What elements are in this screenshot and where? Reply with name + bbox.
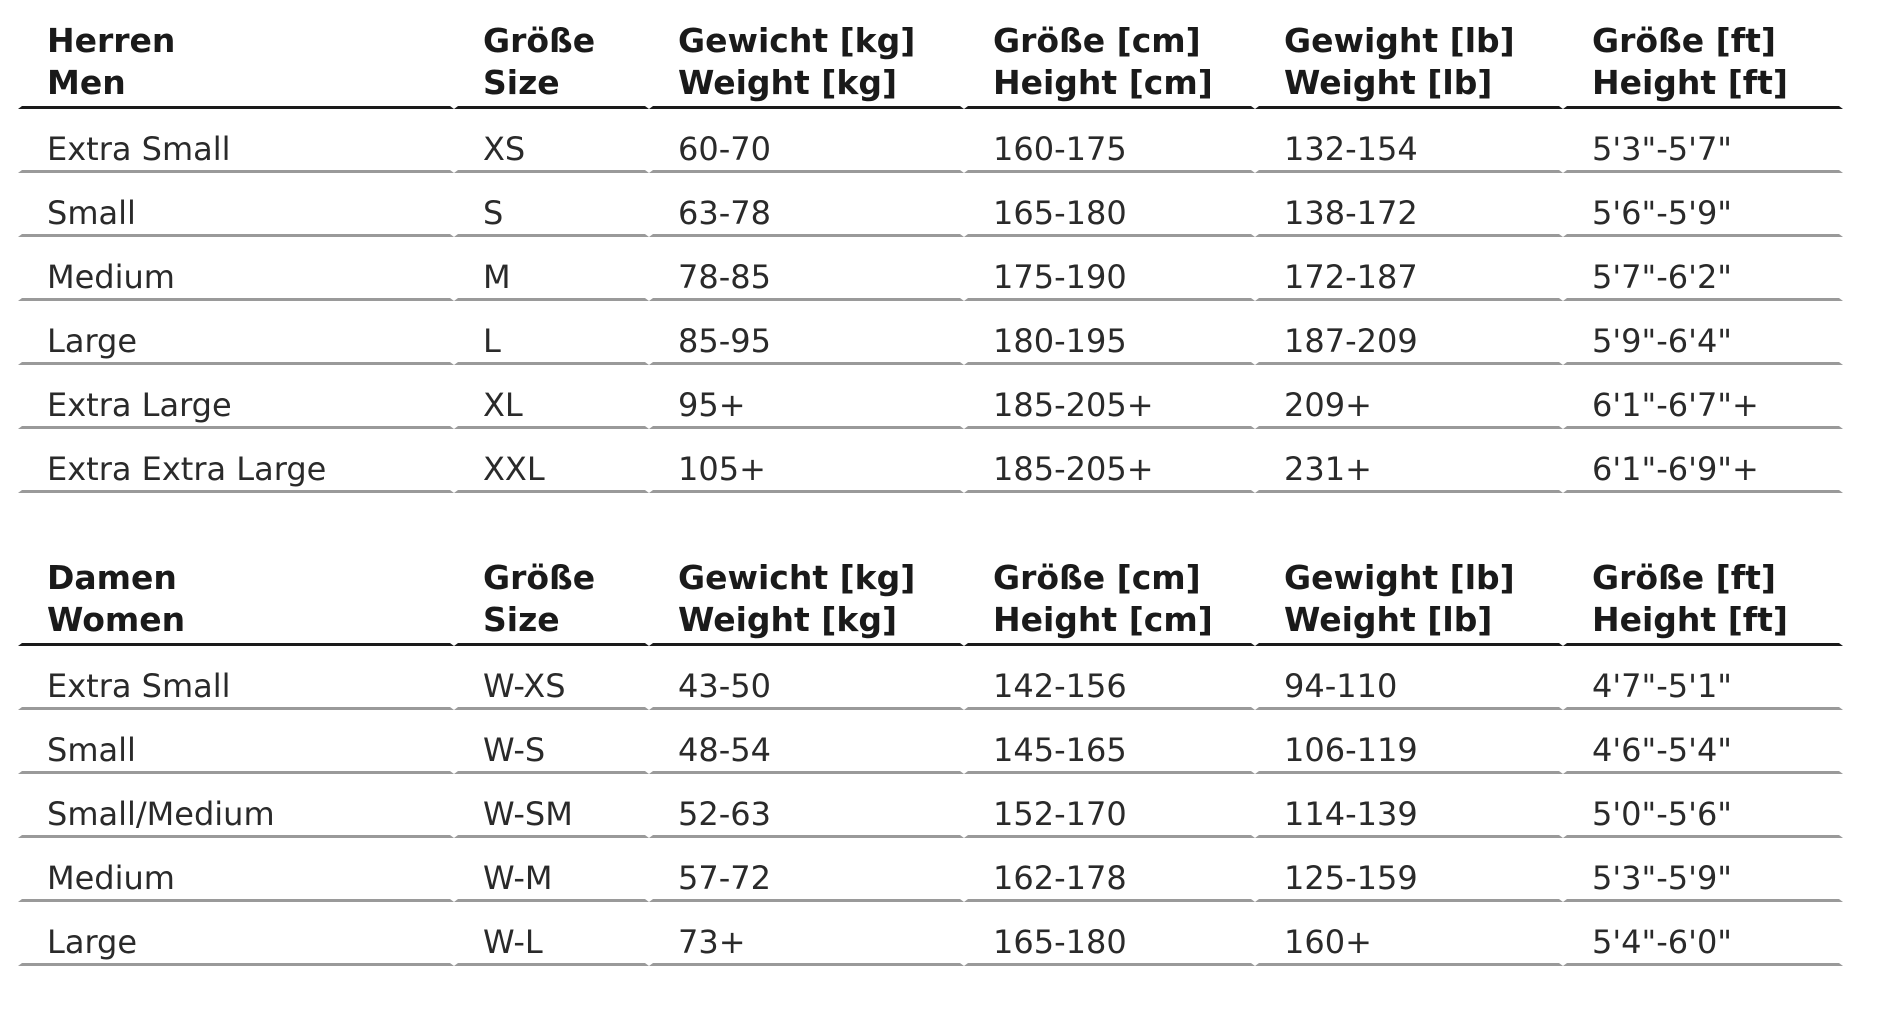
category-cell: Large xyxy=(18,301,454,365)
women-size-table: Damen Women Größe Size Gewicht [kg] Weight … xyxy=(18,557,1843,966)
size-cell: W-S xyxy=(454,710,649,774)
table-row: Small W-S 48-54 145-165 106-119 4'6"-5'4… xyxy=(18,710,1843,774)
height-ft-cell: 6'1"-6'7"+ xyxy=(1563,365,1843,429)
height-cm-cell: 162-178 xyxy=(964,838,1255,902)
category-cell: Extra Small xyxy=(18,109,454,173)
category-cell: Small xyxy=(18,173,454,237)
height-cm-cell: 152-170 xyxy=(964,774,1255,838)
height-cm-cell: 185-205+ xyxy=(964,429,1255,493)
weight-lb-cell: 160+ xyxy=(1255,902,1563,966)
women-header-category: Damen Women xyxy=(18,557,454,646)
height-ft-cell: 4'7"-5'1" xyxy=(1563,646,1843,710)
height-cm-cell: 175-190 xyxy=(964,237,1255,301)
table-row: Large W-L 73+ 165-180 160+ 5'4"-6'0" xyxy=(18,902,1843,966)
weight-lb-cell: 132-154 xyxy=(1255,109,1563,173)
category-cell: Extra Extra Large xyxy=(18,429,454,493)
category-cell: Small/Medium xyxy=(18,774,454,838)
men-header-weight-lb: Gewight [lb] Weight [lb] xyxy=(1255,20,1563,109)
weight-lb-cell: 231+ xyxy=(1255,429,1563,493)
men-header-weight-kg: Gewicht [kg] Weight [kg] xyxy=(649,20,964,109)
height-ft-cell: 5'3"-5'9" xyxy=(1563,838,1843,902)
weight-kg-cell: 52-63 xyxy=(649,774,964,838)
height-cm-cell: 142-156 xyxy=(964,646,1255,710)
weight-lb-cell: 138-172 xyxy=(1255,173,1563,237)
height-cm-cell: 185-205+ xyxy=(964,365,1255,429)
size-cell: XL xyxy=(454,365,649,429)
table-row: Extra Small W-XS 43-50 142-156 94-110 4'… xyxy=(18,646,1843,710)
height-ft-cell: 5'7"-6'2" xyxy=(1563,237,1843,301)
weight-kg-cell: 95+ xyxy=(649,365,964,429)
height-ft-cell: 6'1"-6'9"+ xyxy=(1563,429,1843,493)
men-header-height-cm: Größe [cm] Height [cm] xyxy=(964,20,1255,109)
women-header-height-ft: Größe [ft] Height [ft] xyxy=(1563,557,1843,646)
weight-lb-cell: 187-209 xyxy=(1255,301,1563,365)
men-header-row: Herren Men Größe Size Gewicht [kg] Weight [… xyxy=(18,20,1843,109)
height-ft-cell: 5'9"-6'4" xyxy=(1563,301,1843,365)
table-row: Extra Extra Large XXL 105+ 185-205+ 231+… xyxy=(18,429,1843,493)
women-header-weight-kg: Gewicht [kg] Weight [kg] xyxy=(649,557,964,646)
men-size-table: Herren Men Größe Size Gewicht [kg] Weight [… xyxy=(18,20,1843,493)
height-ft-cell: 5'3"-5'7" xyxy=(1563,109,1843,173)
women-header-height-cm: Größe [cm] Height [cm] xyxy=(964,557,1255,646)
height-cm-cell: 180-195 xyxy=(964,301,1255,365)
category-cell: Large xyxy=(18,902,454,966)
table-row: Small S 63-78 165-180 138-172 5'6"-5'9" xyxy=(18,173,1843,237)
height-ft-cell: 5'6"-5'9" xyxy=(1563,173,1843,237)
weight-lb-cell: 172-187 xyxy=(1255,237,1563,301)
weight-lb-cell: 94-110 xyxy=(1255,646,1563,710)
size-cell: XS xyxy=(454,109,649,173)
men-header-size: Größe Size xyxy=(454,20,649,109)
weight-kg-cell: 73+ xyxy=(649,902,964,966)
size-cell: M xyxy=(454,237,649,301)
men-header-height-ft: Größe [ft] Height [ft] xyxy=(1563,20,1843,109)
size-cell: XXL xyxy=(454,429,649,493)
table-row: Medium M 78-85 175-190 172-187 5'7"-6'2" xyxy=(18,237,1843,301)
weight-kg-cell: 105+ xyxy=(649,429,964,493)
weight-kg-cell: 43-50 xyxy=(649,646,964,710)
category-cell: Extra Small xyxy=(18,646,454,710)
weight-kg-cell: 48-54 xyxy=(649,710,964,774)
table-row: Small/Medium W-SM 52-63 152-170 114-139 … xyxy=(18,774,1843,838)
women-header-size: Größe Size xyxy=(454,557,649,646)
weight-kg-cell: 78-85 xyxy=(649,237,964,301)
height-cm-cell: 165-180 xyxy=(964,902,1255,966)
women-header-row: Damen Women Größe Size Gewicht [kg] Weight … xyxy=(18,557,1843,646)
weight-kg-cell: 57-72 xyxy=(649,838,964,902)
size-cell: W-M xyxy=(454,838,649,902)
category-cell: Medium xyxy=(18,237,454,301)
height-ft-cell: 5'0"-5'6" xyxy=(1563,774,1843,838)
height-ft-cell: 4'6"-5'4" xyxy=(1563,710,1843,774)
size-cell: W-L xyxy=(454,902,649,966)
weight-kg-cell: 60-70 xyxy=(649,109,964,173)
weight-lb-cell: 209+ xyxy=(1255,365,1563,429)
size-cell: S xyxy=(454,173,649,237)
size-cell: W-SM xyxy=(454,774,649,838)
table-row: Extra Small XS 60-70 160-175 132-154 5'3… xyxy=(18,109,1843,173)
men-header-category: Herren Men xyxy=(18,20,454,109)
table-row: Large L 85-95 180-195 187-209 5'9"-6'4" xyxy=(18,301,1843,365)
weight-kg-cell: 63-78 xyxy=(649,173,964,237)
category-cell: Small xyxy=(18,710,454,774)
height-cm-cell: 145-165 xyxy=(964,710,1255,774)
category-cell: Extra Large xyxy=(18,365,454,429)
height-ft-cell: 5'4"-6'0" xyxy=(1563,902,1843,966)
weight-lb-cell: 125-159 xyxy=(1255,838,1563,902)
size-cell: W-XS xyxy=(454,646,649,710)
table-row: Medium W-M 57-72 162-178 125-159 5'3"-5'… xyxy=(18,838,1843,902)
weight-kg-cell: 85-95 xyxy=(649,301,964,365)
women-header-weight-lb: Gewight [lb] Weight [lb] xyxy=(1255,557,1563,646)
weight-lb-cell: 106-119 xyxy=(1255,710,1563,774)
height-cm-cell: 165-180 xyxy=(964,173,1255,237)
table-row: Extra Large XL 95+ 185-205+ 209+ 6'1"-6'… xyxy=(18,365,1843,429)
size-cell: L xyxy=(454,301,649,365)
category-cell: Medium xyxy=(18,838,454,902)
weight-lb-cell: 114-139 xyxy=(1255,774,1563,838)
height-cm-cell: 160-175 xyxy=(964,109,1255,173)
